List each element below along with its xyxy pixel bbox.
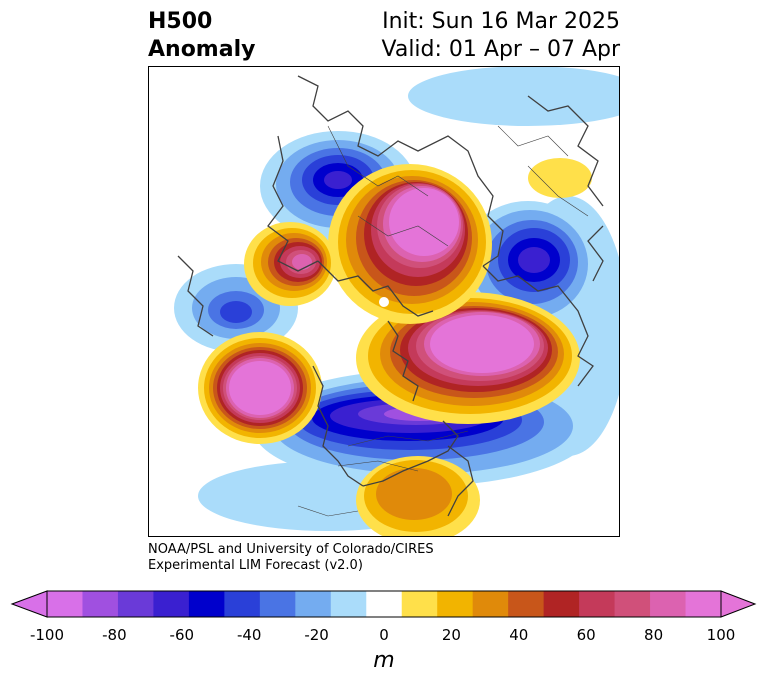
colorbar-segment bbox=[188, 591, 225, 617]
colorbar-segment bbox=[295, 591, 332, 617]
colorbar-segment bbox=[259, 591, 296, 617]
colorbar-segment bbox=[224, 591, 261, 617]
colorbar-tick-label: 40 bbox=[509, 626, 529, 644]
valid-period: Valid: 01 Apr – 07 Apr bbox=[381, 37, 621, 62]
colorbar-tick-label: -40 bbox=[236, 626, 262, 644]
colorbar-tick-label: -80 bbox=[102, 626, 127, 644]
credit-text: NOAA/PSL and University of Colorado/CIRE… bbox=[148, 542, 434, 574]
colorbar-segment bbox=[330, 591, 367, 617]
field-name: Anomaly bbox=[148, 37, 256, 62]
country-borders bbox=[297, 125, 589, 517]
init-date: Init: Sun 16 Mar 2025 bbox=[382, 9, 620, 34]
colorbar-tick-label: -20 bbox=[304, 626, 329, 644]
colorbar-tick-label: 100 bbox=[706, 626, 736, 644]
colorbar-segment bbox=[437, 591, 474, 617]
colorbar-segment bbox=[82, 591, 119, 617]
positive-anomaly-central-asia bbox=[328, 164, 492, 324]
positive-anomaly-north-africa bbox=[528, 158, 592, 198]
colorbar-underflow-arrow bbox=[10, 590, 48, 618]
colorbar-segment bbox=[614, 591, 651, 617]
colorbar-segment bbox=[650, 591, 687, 617]
colorbar-segment bbox=[366, 591, 403, 617]
coastlines bbox=[177, 75, 604, 517]
colorbar-segment bbox=[153, 591, 190, 617]
anomaly-map bbox=[148, 66, 620, 537]
colorbar-tick-label: 60 bbox=[576, 626, 596, 644]
map-title-right: Init: Sun 16 Mar 2025 Valid: 01 Apr – 07… bbox=[382, 8, 621, 64]
colorbar-segment bbox=[579, 591, 616, 617]
colorbar-segment bbox=[401, 591, 438, 617]
credit-line-2: Experimental LIM Forecast (v2.0) bbox=[148, 558, 363, 573]
colorbar-segment bbox=[117, 591, 154, 617]
colorbar-overflow-arrow bbox=[720, 590, 757, 618]
credit-line-1: NOAA/PSL and University of Colorado/CIRE… bbox=[148, 542, 434, 557]
colorbar-tick-label: 0 bbox=[379, 626, 389, 644]
colorbar-segment bbox=[508, 591, 545, 617]
colorbar-tick-label: 20 bbox=[441, 626, 461, 644]
colorbar-segment bbox=[47, 591, 83, 617]
colorbar-segment bbox=[685, 591, 722, 617]
colorbar-unit-label: m bbox=[373, 648, 395, 673]
positive-anomaly-north-pacific bbox=[198, 332, 322, 444]
colorbar-segment bbox=[543, 591, 580, 617]
colorbar-tick-label: -100 bbox=[29, 626, 65, 644]
colorbar bbox=[10, 590, 757, 618]
negative-anomaly-western-europe bbox=[458, 201, 598, 331]
colorbar-tick-label: 80 bbox=[644, 626, 664, 644]
positive-anomaly-east-siberia-pacific bbox=[244, 222, 336, 306]
colorbar-segment bbox=[472, 591, 509, 617]
colorbar-segments bbox=[47, 591, 722, 617]
positive-anomaly-greenland bbox=[356, 292, 580, 424]
map-title-left: H500 Anomaly bbox=[148, 8, 255, 64]
colorbar-tick-label: -60 bbox=[169, 626, 195, 644]
variable-name: H500 bbox=[148, 9, 213, 34]
north-pole-marker bbox=[379, 297, 389, 307]
